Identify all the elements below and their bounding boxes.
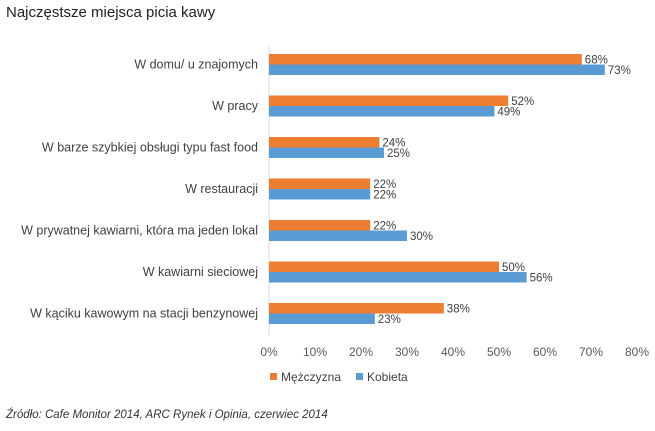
bar-kobieta [269, 189, 371, 200]
legend-label: Kobieta [367, 370, 408, 384]
x-tick-label: 80% [625, 345, 649, 359]
data-label: 49% [497, 107, 520, 119]
data-label: 22% [373, 221, 396, 233]
data-label: 52% [511, 96, 534, 108]
category-label: W pracy [212, 99, 259, 113]
x-tick-label: 10% [303, 345, 327, 359]
source-note: Źródło: Cafe Monitor 2014, ARC Rynek i O… [6, 409, 328, 421]
x-tick-label: 30% [395, 345, 419, 359]
legend: Mężczyzna Kobieta [270, 370, 408, 384]
data-label: 68% [585, 55, 608, 67]
bar-mezczyzna [269, 261, 499, 272]
page-title: Najczęstsze miejsca picia kawy [6, 4, 216, 21]
category-label: W restauracji [185, 182, 258, 196]
x-tick-label: 60% [533, 345, 557, 359]
x-tick-labels: 0% 10% 20% 30% 40% 50% 60% 70% 80% [260, 345, 649, 359]
category-labels: W domu/ u znajomych W pracy W barze szybki… [21, 58, 259, 321]
category-label: W domu/ u znajomych [134, 58, 258, 72]
bar-mezczyzna [269, 54, 582, 65]
legend-swatch [270, 373, 277, 380]
category-label: W barze szybkiej obsługi typu fast food [42, 141, 258, 155]
category-label: W kąciku kawowym na stacji benzynowej [30, 307, 258, 321]
x-tick-label: 40% [441, 345, 465, 359]
bar-kobieta [269, 313, 375, 324]
bar-kobieta [269, 106, 495, 117]
data-label: 56% [530, 273, 553, 285]
x-tick-label: 50% [487, 345, 511, 359]
bar-kobieta [269, 147, 384, 158]
data-label: 50% [502, 262, 525, 274]
bar-kobieta [269, 272, 527, 283]
bar-mezczyzna [269, 220, 371, 231]
category-label: W prywatnej kawiarni, która ma jeden lok… [21, 224, 258, 238]
bar-kobieta [269, 64, 605, 75]
x-tick-label: 0% [260, 345, 278, 359]
bar-mezczyzna [269, 137, 380, 148]
x-tick-label: 20% [349, 345, 373, 359]
data-label: 22% [373, 190, 396, 202]
bar-kobieta [269, 230, 407, 241]
data-label: 73% [608, 65, 631, 77]
data-label: 23% [378, 314, 401, 326]
data-label: 30% [410, 231, 433, 243]
data-label: 38% [447, 304, 470, 316]
bars-group: 68%73%52%49%24%25%22%22%22%30%50%56%38%2… [269, 54, 631, 326]
category-label: W kawiarni sieciowej [143, 265, 258, 279]
data-label: 24% [382, 138, 405, 150]
x-tick-label: 70% [579, 345, 603, 359]
legend-label: Mężczyzna [281, 370, 341, 384]
bar-mezczyzna [269, 95, 509, 106]
bar-mezczyzna [269, 178, 371, 189]
data-label: 25% [387, 148, 410, 160]
legend-swatch [356, 373, 363, 380]
bar-mezczyzna [269, 303, 444, 314]
data-label: 22% [373, 179, 396, 191]
